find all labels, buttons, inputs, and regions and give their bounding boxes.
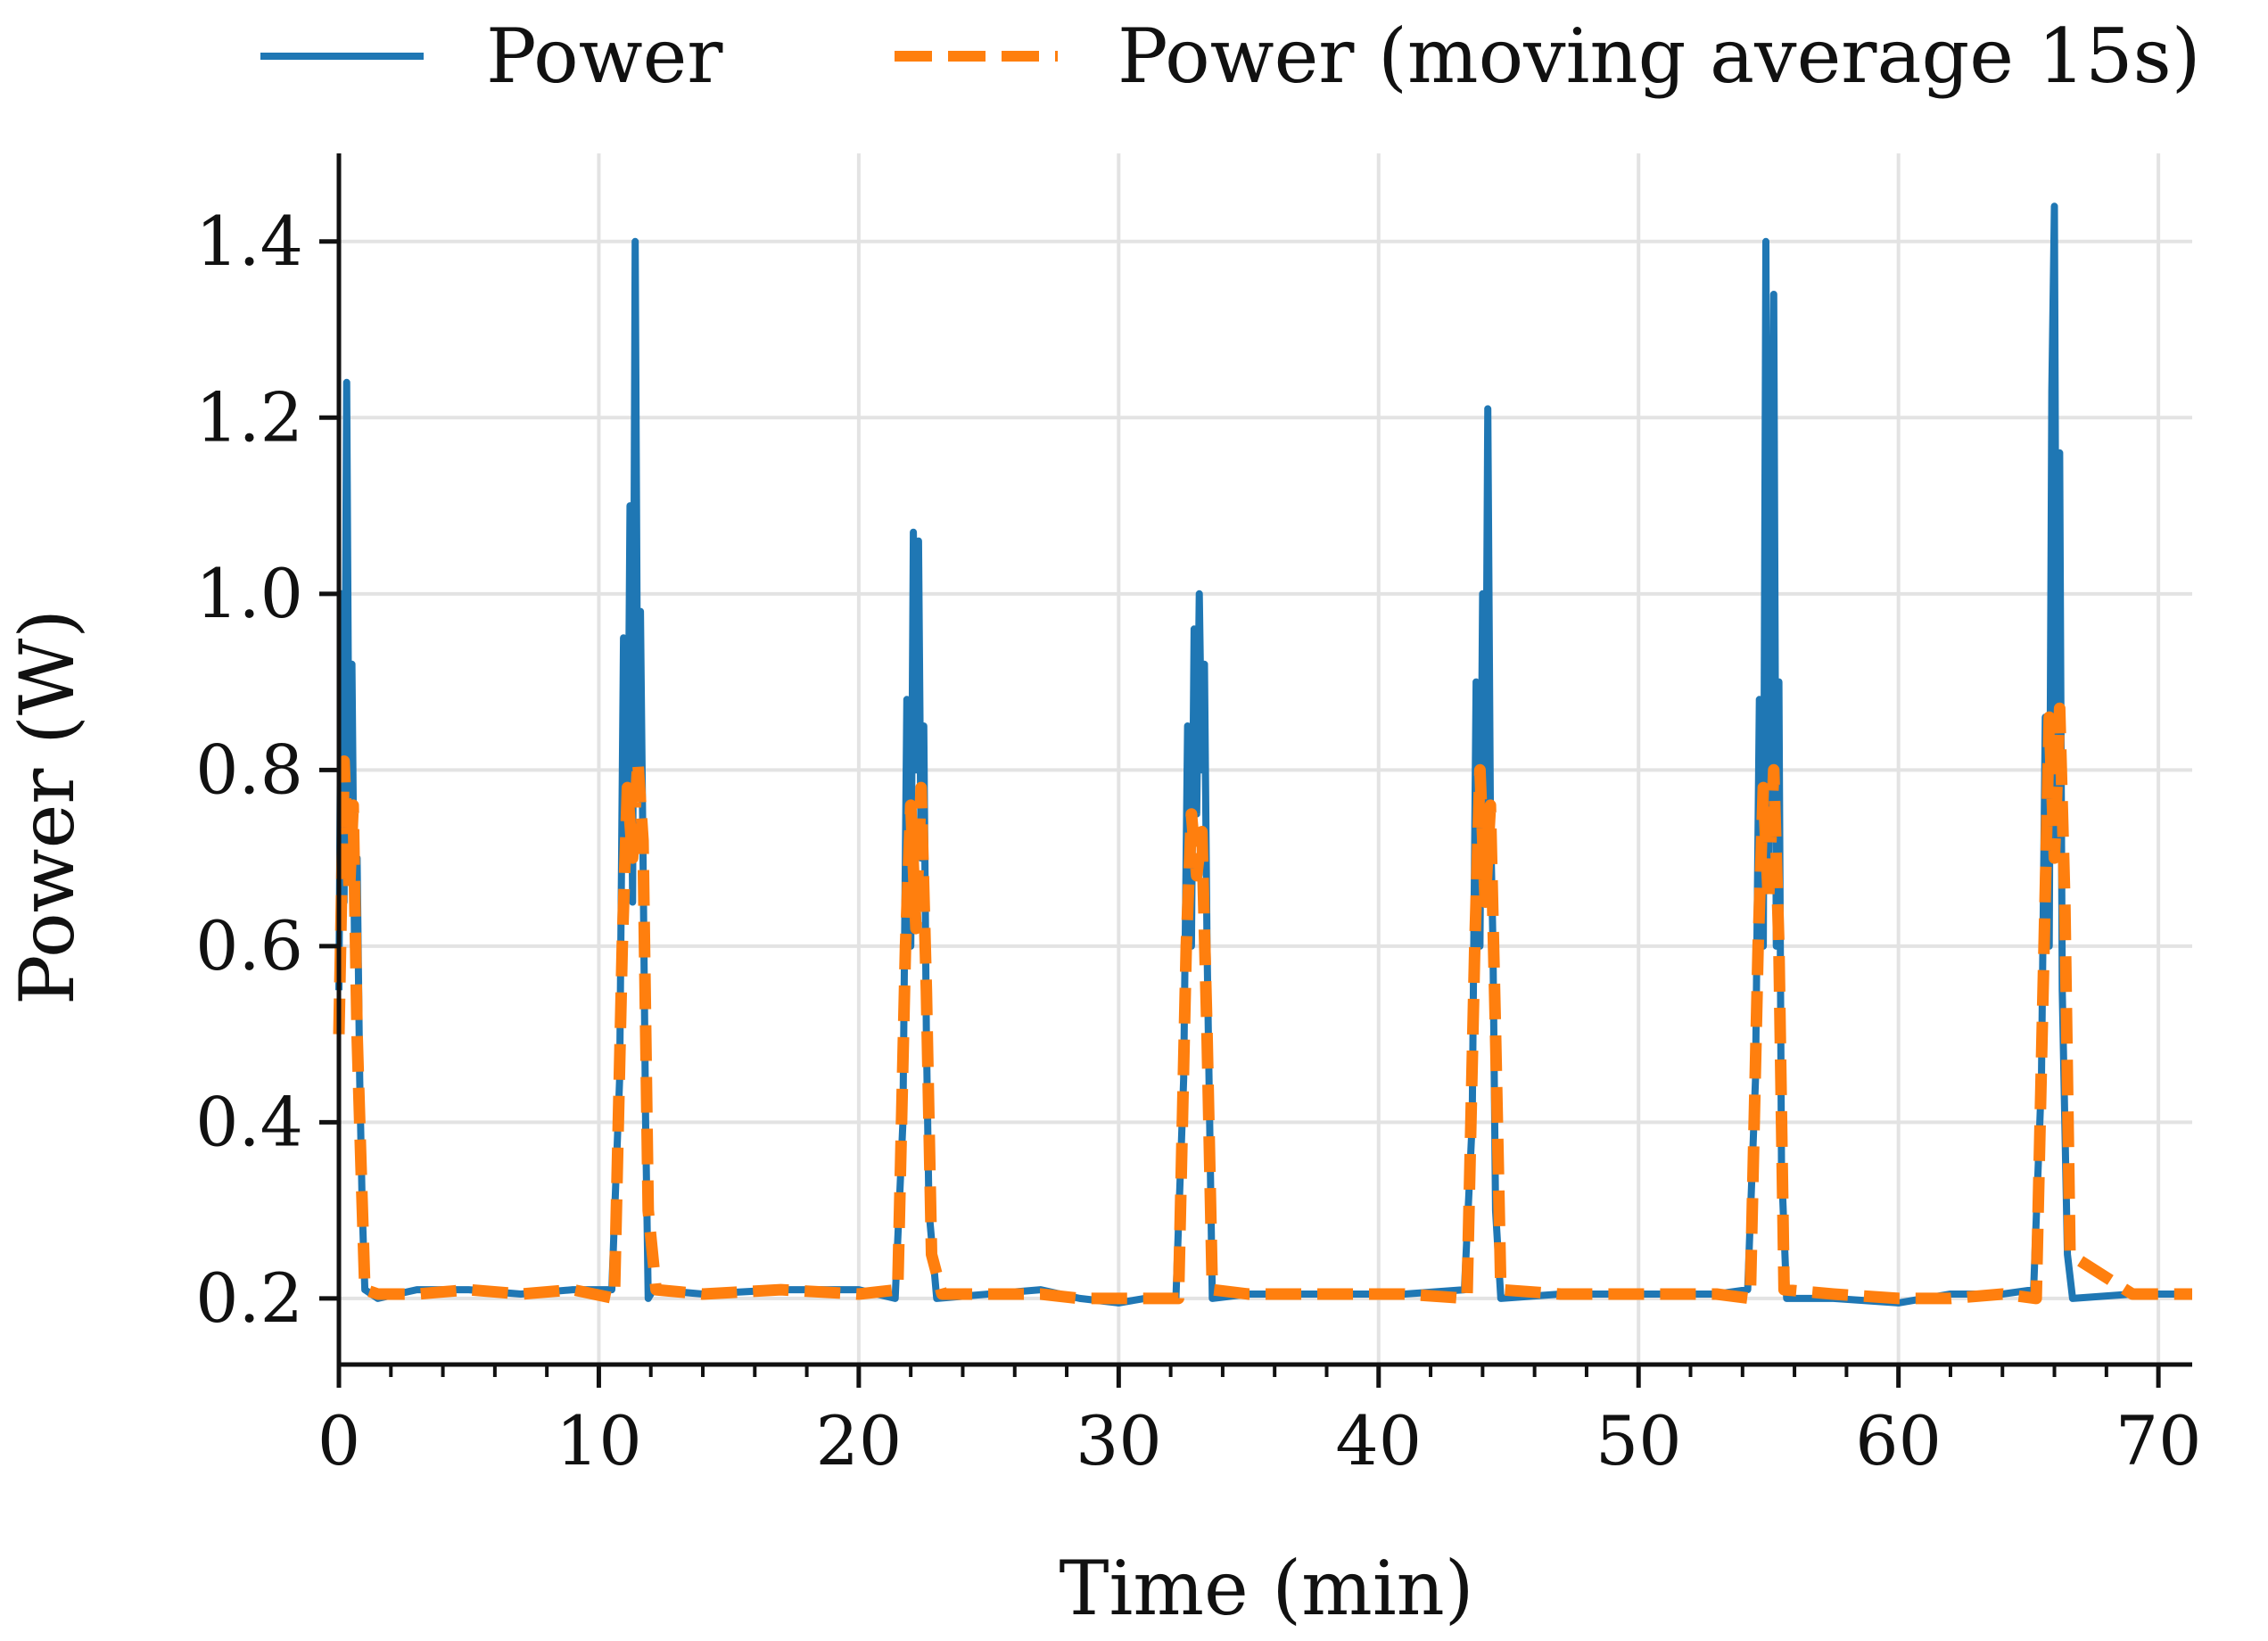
x-tick-label: 10	[556, 1401, 642, 1480]
x-tick-label: 40	[1335, 1401, 1422, 1480]
x-tick-label: 20	[816, 1401, 903, 1480]
y-tick-label: 0.4	[195, 1082, 303, 1161]
series-line-moving-average	[333, 702, 2192, 1305]
x-tick-label: 0	[318, 1401, 360, 1480]
y-tick-label: 1.2	[195, 377, 303, 457]
x-tick-label: 50	[1596, 1401, 1682, 1480]
x-axis-label: Time (min)	[1059, 1545, 1473, 1632]
series-layer	[333, 202, 2192, 1307]
y-tick-label: 1.0	[195, 554, 303, 633]
y-tick-label: 0.6	[195, 906, 303, 985]
x-tick-label: 70	[2115, 1401, 2202, 1480]
y-tick-label: 1.4	[195, 202, 303, 281]
y-tick-label: 0.8	[195, 730, 303, 809]
legend-label-moving-average: Power (moving average 15s)	[1118, 12, 2200, 100]
legend: Power Power (moving average 15s)	[260, 12, 2200, 100]
y-tick-label: 0.2	[195, 1258, 303, 1338]
x-tick-label: 30	[1076, 1401, 1162, 1480]
y-axis-label: Power (W)	[4, 609, 91, 1005]
legend-label-power: Power	[486, 12, 723, 100]
series-line-power	[335, 202, 2192, 1307]
axes: 0 10 20 30 40 50 60 70 0.2 0.4 0.6 0.8 1.0 1.2 1.4	[195, 153, 2201, 1480]
x-tick-label: 60	[1855, 1401, 1942, 1480]
